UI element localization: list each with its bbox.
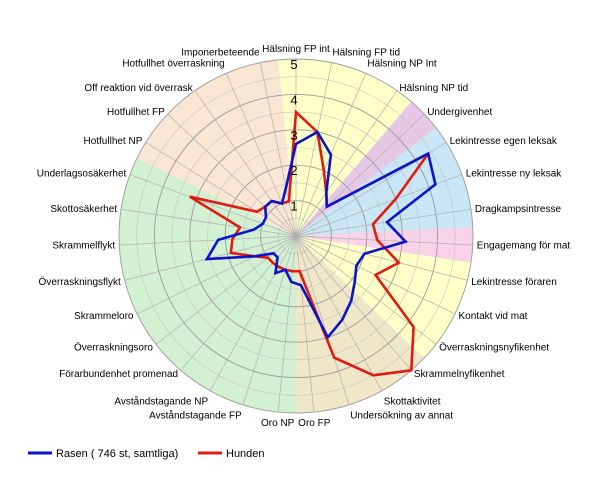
tick-label: 1 <box>290 199 297 214</box>
spoke-line <box>277 235 297 413</box>
spoke-line <box>119 235 297 246</box>
category-label: Skottosäkerhet <box>50 204 117 215</box>
category-label: Kontakt vid mat <box>459 311 528 322</box>
category-label: Avståndstagande NP <box>114 395 208 407</box>
spoke-line <box>295 90 398 237</box>
series-lines <box>189 109 437 377</box>
category-label: Lekintresse egen leksak <box>450 136 558 147</box>
spoke-line <box>129 174 297 237</box>
category-label: Dragkampsintresse <box>475 204 562 215</box>
category-label: Skrammeloro <box>74 311 134 322</box>
spoke-line <box>242 235 297 405</box>
category-label: Hotfullhet överraskning <box>122 59 224 70</box>
category-label: Skrammelflykt <box>52 241 115 252</box>
sector-6 <box>119 158 297 413</box>
series-line-1 <box>189 109 430 377</box>
category-label: Undersökning av annat <box>350 411 453 422</box>
legend: Rasen ( 746 st, samtliga) Hunden <box>28 448 265 460</box>
spoke-line <box>167 113 297 237</box>
spoke-line <box>145 142 297 237</box>
spoke-line <box>225 73 297 237</box>
category-label: Hälsning NP tid <box>399 83 468 94</box>
category-label: Överraskningsnyfikenhet <box>439 341 549 353</box>
category-label: Förarbundenhet promenad <box>59 369 178 380</box>
category-label: Skottaktivitet <box>384 396 441 407</box>
spoke-line <box>295 235 412 371</box>
spoke-line <box>136 235 297 315</box>
spoke-line <box>120 208 297 237</box>
spoke-line <box>295 208 472 237</box>
spoke-line <box>295 235 383 391</box>
category-label: Överraskningsoro <box>74 341 153 353</box>
category-label: Hälsning FP tid <box>332 48 400 59</box>
tick-label: 4 <box>290 92 297 107</box>
category-label: Överraskningsflykt <box>39 276 121 288</box>
spoke-line <box>295 235 350 405</box>
series-line-0 <box>204 130 437 340</box>
spoke-line <box>295 235 315 413</box>
category-label: Off reaktion vid överrask <box>84 83 193 94</box>
tick-label: 2 <box>290 163 297 178</box>
category-label: Imponerbeteende <box>181 48 260 59</box>
spoke-line <box>295 113 425 237</box>
category-label: Undergivenhet <box>427 107 492 118</box>
tick-label: 3 <box>290 128 297 143</box>
category-label: Oro FP <box>298 418 331 429</box>
sector-3 <box>296 227 473 263</box>
radar-grid <box>118 58 474 414</box>
spoke-line <box>295 62 332 237</box>
category-label: Underlagsosäkerhet <box>37 169 127 180</box>
category-label: Engagemang för mat <box>477 241 571 252</box>
spoke-line <box>260 62 297 237</box>
category-label: Oro NP <box>261 418 295 429</box>
category-label: Hälsning NP Int <box>367 59 437 70</box>
category-label: Hotfullhet NP <box>83 136 142 147</box>
spoke-line <box>209 235 297 391</box>
sector-0 <box>278 59 412 236</box>
sector-5 <box>296 236 425 413</box>
spoke-line <box>295 235 468 281</box>
legend-label-1: Hunden <box>226 448 265 460</box>
category-label: Hälsning FP int <box>262 44 330 55</box>
category-label: Hotfullhet FP <box>107 107 165 118</box>
spoke-line <box>194 90 297 237</box>
category-label: Lekintresse ny leksak <box>466 169 563 180</box>
category-label: Avståndstagande FP <box>149 410 242 422</box>
category-label: Lekintresse föraren <box>471 277 557 288</box>
legend-label-0: Rasen ( 746 st, samtliga) <box>56 448 178 460</box>
tick-label: 5 <box>290 57 297 72</box>
category-label: Skrammelnyfikenhet <box>414 369 505 380</box>
sector-7 <box>137 59 296 237</box>
radial-tick-labels: 1 2 3 4 5 <box>290 57 297 214</box>
spoke-line <box>295 235 473 246</box>
